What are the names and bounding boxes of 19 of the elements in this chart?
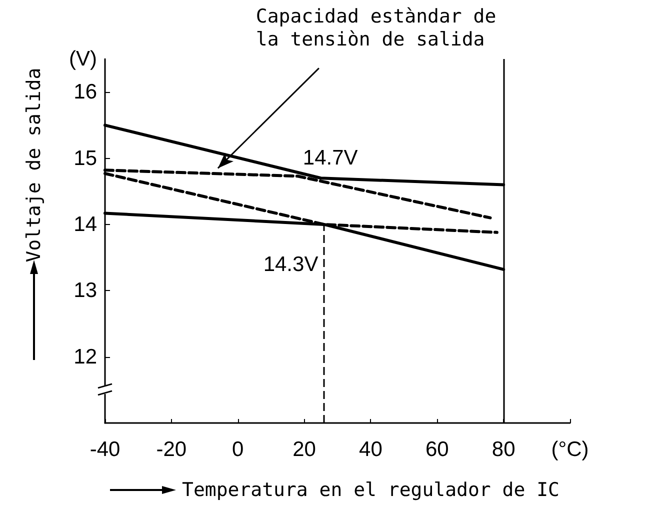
x-tick-label: 20 <box>292 438 316 461</box>
annotation: Capacidad estàndar de la tensiòn de salida <box>256 6 496 51</box>
annotation: 14.3V <box>263 252 318 276</box>
x-tick-label: (°C) <box>551 438 589 461</box>
x-tick-label: 0 <box>232 438 244 461</box>
x-axis-title: Temperatura en el regulador de IC <box>182 479 560 501</box>
x-tick-label: -20 <box>156 438 187 461</box>
y-tick-label: 15 <box>74 146 97 170</box>
y-tick-label: 13 <box>74 279 97 302</box>
y-tick-label: 14 <box>74 212 98 236</box>
y-tick-label: 12 <box>74 345 97 368</box>
x-tick-label: 80 <box>492 438 516 461</box>
x-tick-label: 40 <box>359 438 382 461</box>
y-axis-title: Voltaje de salida <box>23 68 45 262</box>
y-tick-label: 16 <box>74 80 97 104</box>
x-tick-label: -40 <box>90 438 120 461</box>
annotation: 14.7V <box>302 146 358 170</box>
y-tick-label: (V) <box>69 48 97 70</box>
x-tick-label: 60 <box>425 438 449 461</box>
